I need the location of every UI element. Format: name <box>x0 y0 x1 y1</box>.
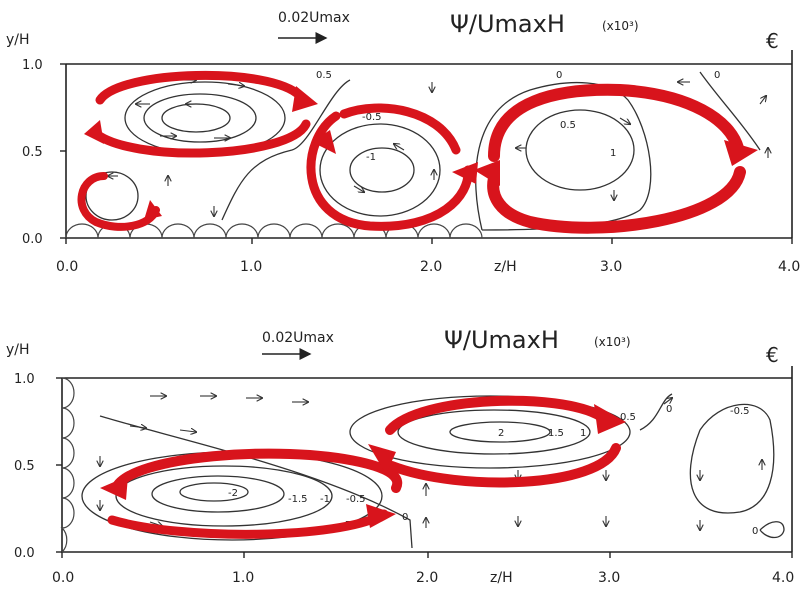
bottom-contour-label: 2 <box>498 428 504 439</box>
bottom-swirl-arrowhead <box>366 504 396 528</box>
top-swirl-arrowhead <box>312 130 336 154</box>
top-swirl-upper-left-lower <box>89 119 311 158</box>
bottom-xlabel: z/H <box>490 570 513 586</box>
bottom-ytick-1: 0.5 <box>14 459 35 474</box>
bottom-swirl-upper-bottom <box>387 443 621 488</box>
top-swirl-arrowhead <box>84 120 104 144</box>
top-swirl-middle-top <box>339 103 461 155</box>
bottom-swirl-lower-bottom <box>107 509 389 539</box>
top-swirl-arrowhead <box>292 86 318 112</box>
bottom-ytick-0: 0.0 <box>14 546 35 561</box>
bottom-contour-label: 0 <box>752 526 758 537</box>
bottom-contours <box>81 393 785 549</box>
top-centerline-symbol: € <box>766 29 779 53</box>
top-xtick-1: 1.0 <box>240 259 262 275</box>
top-swirl-middle <box>306 111 473 231</box>
bottom-swirl-upper <box>385 395 605 435</box>
bottom-xticks: 0.0 1.0 2.0 3.0 4.0 z/H <box>52 552 794 586</box>
top-xtick-3: 3.0 <box>600 259 622 275</box>
top-wall-scallops <box>65 223 483 239</box>
top-ref-vector-label: 0.02Umax <box>278 10 350 26</box>
bottom-contour-label: 0 <box>402 512 408 523</box>
top-xticks: 0.0 1.0 2.0 3.0 4.0 z/H <box>56 238 800 275</box>
bottom-contour-label: -1.5 <box>288 494 308 505</box>
top-xtick-0: 0.0 <box>56 259 78 275</box>
bottom-xtick-0: 0.0 <box>52 570 74 586</box>
bottom-centerline-symbol: € <box>766 343 779 367</box>
bottom-contour-label: -1 <box>320 494 330 505</box>
bottom-contour-label: -0.5 <box>730 406 750 417</box>
bottom-xtick-3: 3.0 <box>598 570 620 586</box>
bottom-ylabel: y/H <box>6 342 30 358</box>
top-contour-label: 0 <box>714 70 720 81</box>
top-swirl-arrowhead <box>474 160 500 186</box>
bottom-swirl-lower <box>111 448 403 493</box>
bottom-contour-label: 1.5 <box>548 428 564 439</box>
top-ytick-0: 0.0 <box>22 232 43 247</box>
bottom-swirls <box>100 395 626 539</box>
bottom-wall-scallops <box>60 377 75 553</box>
bottom-contour-label: 0.5 <box>620 412 636 423</box>
top-swirl-arrowhead <box>724 140 758 166</box>
bottom-contour-label: -0.5 <box>346 494 366 505</box>
top-panel: y/H 0.02Umax Ψ/UmaxH (x10³) € 0.0 0.5 1.… <box>6 10 800 275</box>
bottom-ytick-2: 1.0 <box>14 372 35 387</box>
top-xtick-2: 2.0 <box>420 259 442 275</box>
bottom-contour-labels: -2 -1.5 -1 -0.5 0 2 1.5 1 0.5 0 -0.5 0 <box>228 404 758 537</box>
bottom-yticks: 0.0 0.5 1.0 <box>14 372 62 561</box>
bottom-velocity-vectors <box>100 396 762 530</box>
top-contour-labels: 0.5 -0.5 -1 0.5 0 0 1 <box>316 70 720 163</box>
bottom-xtick-4: 4.0 <box>772 570 794 586</box>
bottom-contour-label: 0 <box>666 404 672 415</box>
bottom-xtick-2: 2.0 <box>416 570 438 586</box>
top-contour-label: 1 <box>610 148 616 159</box>
top-ytick-1: 0.5 <box>22 145 43 160</box>
top-contour-label: 0.5 <box>316 70 332 81</box>
top-swirl-right <box>488 83 744 162</box>
bottom-swirl-arrowhead <box>100 476 128 500</box>
bottom-swirl-arrowhead <box>594 404 626 434</box>
bottom-xtick-1: 1.0 <box>232 570 254 586</box>
top-ylabel: y/H <box>6 32 30 48</box>
top-swirl-right-lower <box>487 166 746 234</box>
top-title-scale: (x10³) <box>602 19 639 33</box>
top-swirl-arrowhead <box>144 200 162 220</box>
top-yticks: 0.0 0.5 1.0 <box>22 58 66 247</box>
top-title: Ψ/UmaxH <box>450 10 565 38</box>
bottom-title-scale: (x10³) <box>594 335 631 349</box>
top-swirl-upper-left <box>95 70 305 105</box>
top-contour-label: 0.5 <box>560 120 576 131</box>
top-xlabel: z/H <box>494 259 517 275</box>
top-contour-label: 0 <box>556 70 562 81</box>
top-ytick-2: 1.0 <box>22 58 43 73</box>
top-contour-label: -1 <box>366 152 376 163</box>
top-contour-label: -0.5 <box>362 112 382 123</box>
top-swirls <box>77 70 758 234</box>
bottom-swirl-arrowhead <box>368 444 396 474</box>
top-xtick-4: 4.0 <box>778 259 800 275</box>
bottom-contour-label: 1 <box>580 428 586 439</box>
bottom-ref-vector-label: 0.02Umax <box>262 330 334 346</box>
bottom-title: Ψ/UmaxH <box>444 326 559 354</box>
top-swirl-arrowhead <box>452 162 478 184</box>
bottom-contour-label: -2 <box>228 488 238 499</box>
top-swirl-lower-left <box>77 172 160 231</box>
bottom-panel: y/H 0.02Umax Ψ/UmaxH (x10³) € 0.0 0.5 1.… <box>6 326 794 586</box>
